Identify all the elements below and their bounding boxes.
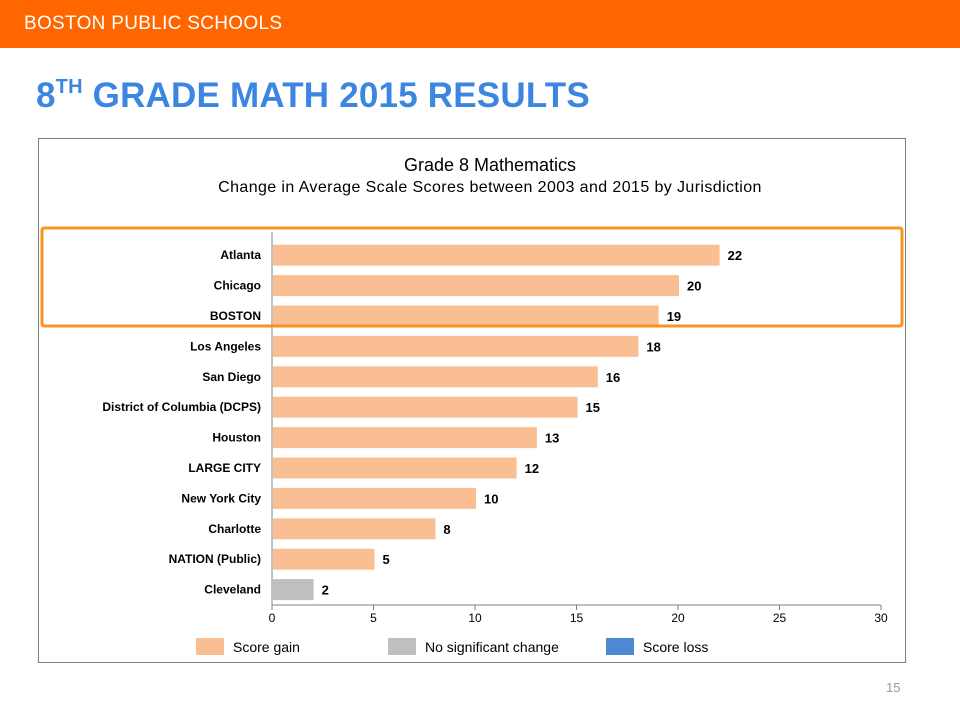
bar — [273, 275, 679, 297]
bar-value-label: 20 — [687, 279, 701, 294]
bar-value-label: 18 — [646, 339, 660, 354]
chart-legend: Score gain No significant change Score los… — [196, 638, 708, 655]
chart-title: Grade 8 Mathematics — [404, 155, 576, 175]
bar — [273, 457, 517, 479]
bar — [273, 548, 375, 570]
organization-name: BOSTON PUBLIC SCHOOLS — [24, 13, 283, 34]
category-label: District of Columbia (DCPS) — [102, 400, 261, 414]
category-label: BOSTON — [210, 309, 261, 323]
bar — [273, 335, 639, 357]
category-label: Los Angeles — [190, 339, 261, 353]
category-label: LARGE CITY — [188, 461, 261, 475]
legend-swatch-score-gain — [196, 638, 224, 655]
slide-title: 8TH GRADE MATH 2015 RESULTS — [36, 76, 590, 116]
legend-label: Score gain — [233, 639, 300, 655]
x-tick-label: 20 — [671, 611, 685, 625]
bar-value-label: 8 — [443, 522, 450, 537]
x-tick-label: 5 — [370, 611, 377, 625]
chart-subtitle: Change in Average Scale Scores between 2… — [218, 179, 762, 196]
bar-value-label: 19 — [667, 309, 681, 324]
bar — [273, 305, 659, 327]
bar-value-label: 2 — [322, 583, 329, 598]
category-label: Atlanta — [220, 248, 261, 262]
bar-chart: Grade 8 Mathematics Change in Average Sc… — [40, 155, 904, 655]
bar — [273, 244, 720, 266]
x-tick-label: 30 — [874, 611, 888, 625]
bar-value-label: 22 — [728, 248, 742, 263]
bar — [273, 518, 436, 540]
category-label: Houston — [212, 431, 261, 445]
legend-label: Score loss — [643, 639, 708, 655]
bar — [273, 579, 314, 601]
legend-label: No significant change — [425, 639, 559, 655]
category-label: Cleveland — [204, 583, 261, 597]
bar-value-label: 15 — [586, 400, 600, 415]
top-banner: BOSTON PUBLIC SCHOOLS — [0, 0, 960, 48]
bar-value-label: 12 — [525, 461, 539, 476]
slide-title-text: GRADE MATH 2015 RESULTS — [82, 76, 590, 115]
category-label: Charlotte — [208, 522, 261, 536]
category-label: NATION (Public) — [169, 552, 261, 566]
legend-swatch-no-change — [388, 638, 416, 655]
x-tick-label: 10 — [468, 611, 482, 625]
slide-title-superscript: TH — [55, 76, 83, 98]
page-number: 15 — [886, 680, 901, 695]
x-tick-label: 25 — [773, 611, 787, 625]
category-label: Chicago — [214, 279, 261, 293]
bar — [273, 427, 537, 449]
legend-swatch-score-loss — [606, 638, 634, 655]
x-tick-label: 0 — [269, 611, 276, 625]
bar — [273, 366, 598, 388]
bar-value-label: 13 — [545, 431, 559, 446]
highlight-box — [40, 226, 904, 328]
bar — [273, 487, 476, 509]
category-label: New York City — [181, 491, 261, 505]
chart-frame: Grade 8 Mathematics Change in Average Sc… — [38, 138, 906, 663]
bar-value-label: 16 — [606, 370, 620, 385]
bar-value-label: 5 — [383, 552, 390, 567]
category-label: San Diego — [202, 370, 261, 384]
bar-value-label: 10 — [484, 491, 498, 506]
bar — [273, 396, 578, 418]
x-tick-label: 15 — [570, 611, 584, 625]
slide-title-number: 8 — [36, 76, 56, 115]
